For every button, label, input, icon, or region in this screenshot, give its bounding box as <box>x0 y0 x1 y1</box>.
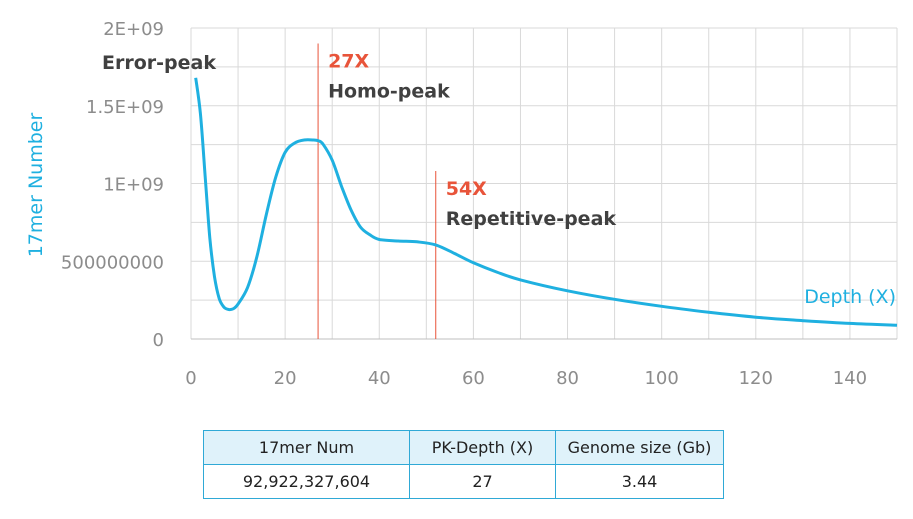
kmer-depth-chart: 0 20 40 60 80 100 120 140 0 500000000 1E+09 1.5E+09… <box>25 19 898 389</box>
x-tick-label: 120 <box>739 368 773 389</box>
axes: 0 20 40 60 80 100 120 140 0 500000000 1E+09 1.5E+09… <box>61 19 897 389</box>
x-tick-label: 60 <box>462 368 485 389</box>
x-tick-label: 100 <box>644 368 678 389</box>
table-row: 92,922,327,604 27 3.44 <box>203 464 724 499</box>
y-tick-label: 500000000 <box>61 252 164 273</box>
peak-depth-label: 27X <box>328 51 369 73</box>
table-header-genome-size: Genome size (Gb) <box>555 430 724 465</box>
grid <box>190 27 898 340</box>
y-tick-label: 2E+09 <box>103 19 164 40</box>
series-line <box>194 77 898 327</box>
table-header-pk-depth: PK-Depth (X) <box>409 430 556 465</box>
peak-depth-label: 54X <box>446 178 487 200</box>
y-tick-label: 1E+09 <box>103 175 164 196</box>
labels: 17mer Number Depth (X) 27X Homo-peak 54X Repe… <box>25 51 896 308</box>
x-tick-label: 80 <box>556 368 579 389</box>
plot-area <box>194 43 898 339</box>
table-cell-pk-depth: 27 <box>409 464 556 499</box>
table-cell-17mer-num: 92,922,327,604 <box>203 464 410 499</box>
error-peak-label: Error-peak <box>102 52 216 74</box>
table-header-17mer-num: 17mer Num <box>203 430 410 465</box>
peak-name-label: Homo-peak <box>328 81 450 103</box>
x-tick-label: 40 <box>368 368 391 389</box>
x-tick-label: 20 <box>274 368 297 389</box>
x-tick-label: 0 <box>185 368 196 389</box>
table-header-row: 17mer Num PK-Depth (X) Genome size (Gb) <box>203 430 724 465</box>
y-axis-label: 17mer Number <box>25 113 47 258</box>
peak-name-label: Repetitive-peak <box>446 208 617 230</box>
x-axis-label: Depth (X) <box>804 286 896 308</box>
x-tick-label: 140 <box>833 368 867 389</box>
y-tick-label: 1.5E+09 <box>86 97 164 118</box>
genome-stats-table: 17mer Num PK-Depth (X) Genome size (Gb) … <box>203 430 724 499</box>
y-tick-label: 0 <box>153 330 164 351</box>
table-cell-genome-size: 3.44 <box>555 464 724 499</box>
